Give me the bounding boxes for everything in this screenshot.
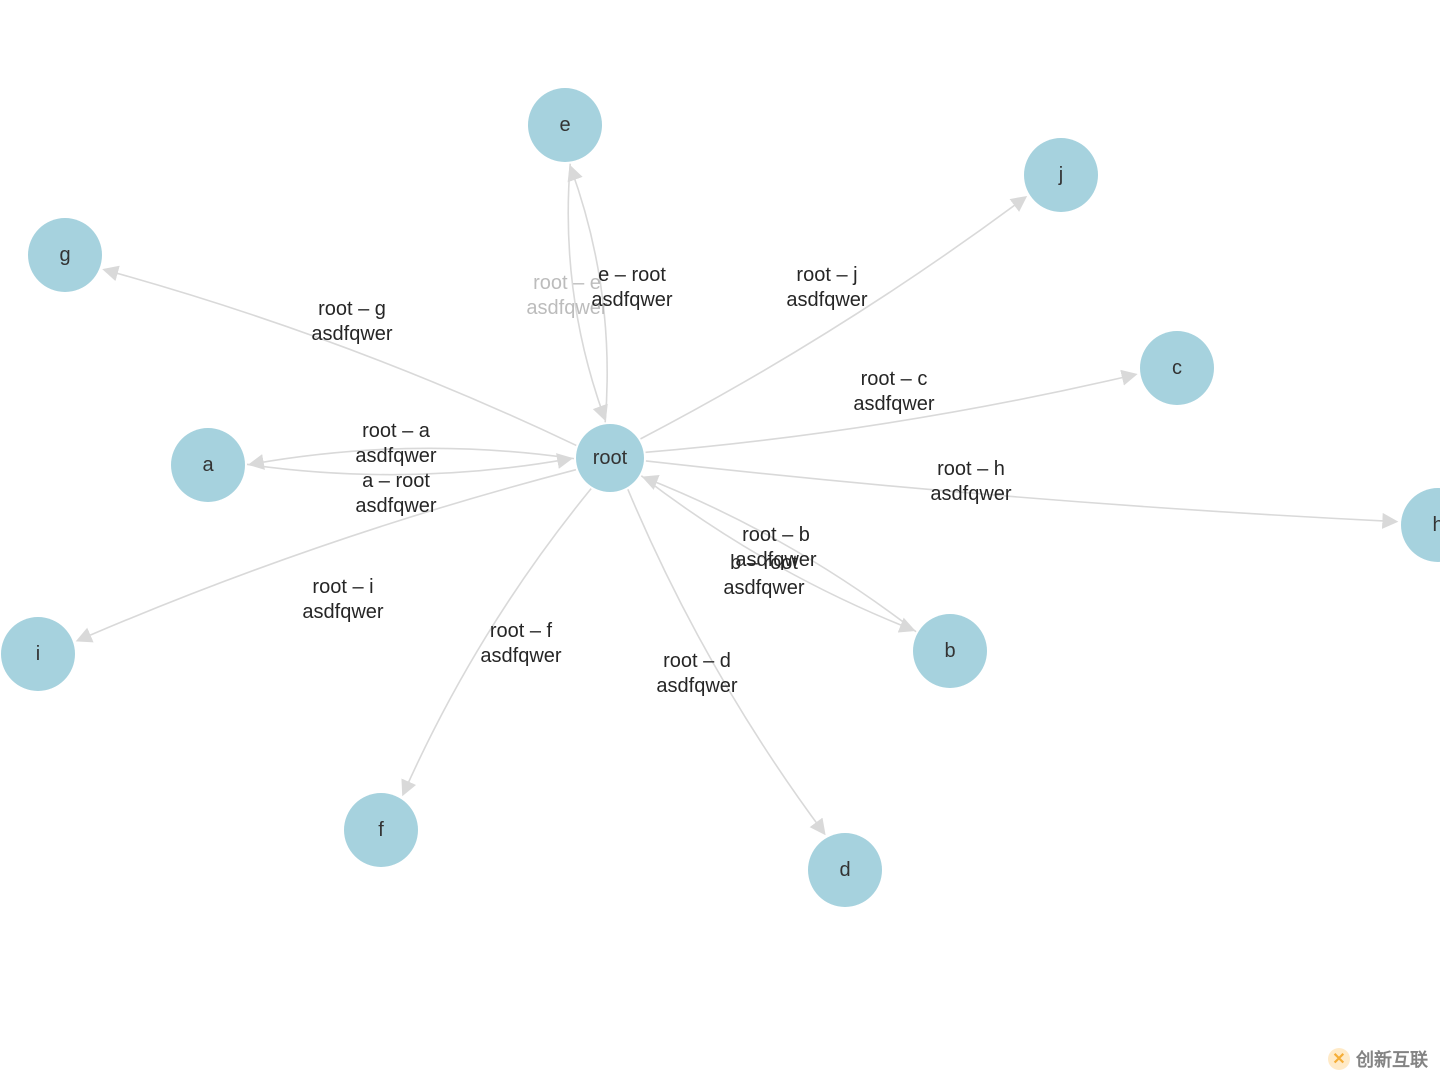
node-e[interactable]: e	[528, 88, 602, 162]
node-f[interactable]: f	[344, 793, 418, 867]
node-label: b	[944, 640, 955, 663]
node-label: e	[559, 114, 570, 137]
node-d[interactable]: d	[808, 833, 882, 907]
node-label: a	[202, 454, 213, 477]
node-label: d	[839, 859, 850, 882]
edge-b-root	[645, 478, 916, 632]
node-root[interactable]: root	[576, 424, 644, 492]
node-label: g	[59, 244, 70, 267]
node-label: root	[593, 447, 627, 470]
node-label: i	[36, 643, 40, 666]
graph-edges	[0, 0, 1440, 1080]
edge-root-h	[646, 461, 1395, 522]
edge-root-a	[251, 448, 574, 464]
node-a[interactable]: a	[171, 428, 245, 502]
edge-root-f	[404, 489, 592, 794]
node-label: j	[1059, 164, 1063, 187]
watermark-icon: ✕	[1328, 1048, 1350, 1070]
node-b[interactable]: b	[913, 614, 987, 688]
edge-root-e	[571, 168, 607, 423]
node-g[interactable]: g	[28, 218, 102, 292]
watermark-text: 创新互联	[1356, 1046, 1428, 1072]
edge-e-root	[568, 164, 604, 419]
node-label: f	[378, 819, 384, 842]
node-c[interactable]: c	[1140, 331, 1214, 405]
edge-root-g	[105, 270, 576, 445]
watermark: ✕ 创新互联	[1328, 1046, 1428, 1072]
edge-root-i	[79, 470, 576, 640]
node-i[interactable]: i	[1, 617, 75, 691]
edge-root-c	[646, 375, 1135, 453]
edge-root-j	[640, 198, 1024, 439]
edge-a-root	[247, 459, 570, 475]
node-j[interactable]: j	[1024, 138, 1098, 212]
edge-root-d	[628, 489, 824, 832]
node-label: h	[1432, 514, 1440, 537]
node-label: c	[1172, 357, 1182, 380]
